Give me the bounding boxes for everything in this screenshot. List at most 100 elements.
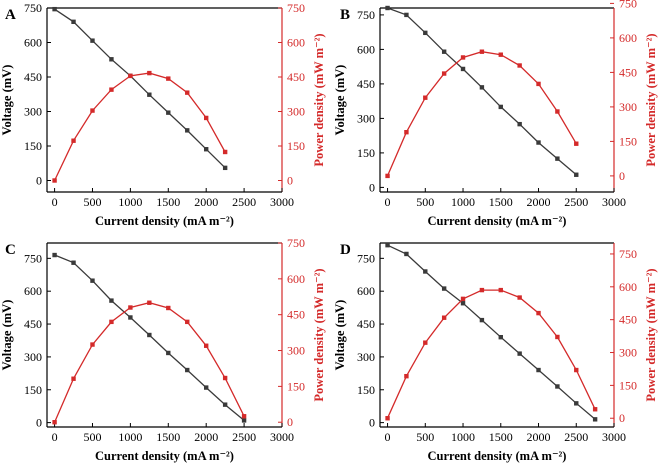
y-right-tick-label: 0 [619,411,625,425]
voltage-series-line [54,254,245,421]
voltage-data-point [90,278,95,283]
power-data-point [109,87,114,92]
x-tick-label: 1000 [451,195,475,209]
power-data-point [479,287,485,293]
x-tick-label: 2500 [232,430,256,444]
voltage-data-point [517,121,522,127]
x-tick-label: 3000 [602,430,626,444]
power-data-point [71,376,76,381]
power-data-point [498,287,503,293]
voltage-series-line [387,244,596,420]
voltage-data-point [423,269,428,274]
voltage-data-point [90,38,95,43]
y-left-axis-label: Voltage (mV) [0,65,14,136]
x-tick-label: 0 [52,430,58,444]
panel-a: 0 500 1000 1500 2000 2500 30000150300450600750… [0,1,326,228]
voltage-data-point [498,334,503,340]
x-tick-label: 3000 [270,195,294,209]
y-right-axis-label: Power density (mW m⁻²) [312,268,326,401]
x-axis-label: Current density (mA m⁻²) [95,449,234,463]
y-left-tick-label: 0 [36,416,42,430]
y-right-tick-label: 600 [619,31,637,45]
power-data-point [241,414,247,419]
voltage-data-point [109,298,114,303]
power-data-point [109,319,114,325]
x-tick-label: 2000 [194,195,218,209]
voltage-data-point [241,418,247,423]
voltage-data-point [385,5,390,11]
voltage-data-point [536,367,541,373]
x-tick-label: 2000 [527,195,551,209]
power-data-point [404,130,409,135]
y-left-tick-label: 600 [24,284,42,298]
y-left-tick-label: 0 [369,416,375,430]
power-data-point [555,334,560,340]
y-right-tick-label: 750 [287,236,305,250]
power-data-point [441,71,447,76]
voltage-data-point [423,30,428,36]
y-right-tick-label: 150 [287,139,305,153]
x-tick-label: 0 [52,195,58,209]
power-data-point [536,81,541,87]
y-left-tick-label: 150 [24,139,42,153]
panel-d: 0 500 1000 1500 2000 2500 30000150300450600750… [333,242,658,463]
x-tick-label: 2000 [194,430,218,444]
voltage-data-point [404,251,409,257]
power-data-point [555,109,560,114]
y-right-tick-label: 0 [287,174,293,188]
voltage-data-point [460,66,466,72]
y-left-tick-label: 300 [357,350,375,364]
x-tick-label: 500 [416,195,434,209]
y-right-tick-label: 300 [619,100,637,114]
panel-letter: D [340,242,351,258]
y-left-tick-label: 150 [24,383,42,397]
voltage-data-point [536,140,541,145]
power-data-point [441,315,447,320]
y-left-tick-label: 450 [24,70,42,84]
x-tick-label: 500 [83,430,101,444]
voltage-data-point [222,402,228,407]
voltage-data-point [479,85,485,90]
power-data-point [460,55,466,60]
panel-letter: A [5,7,16,23]
y-left-tick-label: 600 [357,284,375,298]
power-series-line [386,51,577,177]
y-left-tick-label: 750 [357,8,375,22]
y-left-tick-label: 150 [357,383,375,397]
x-tick-label: 1000 [118,195,142,209]
y-left-tick-label: 300 [24,350,42,364]
power-data-point [52,420,57,425]
panel-b: 0 500 1000 1500 2000 2500 30000150300450600750… [333,0,658,228]
power-data-point [128,305,133,310]
x-tick-label: 0 [385,195,391,209]
y-right-tick-label: 300 [619,346,637,360]
voltage-data-point [517,351,522,356]
y-left-tick-label: 0 [369,180,375,194]
voltage-data-point [166,110,171,115]
voltage-data-point [147,92,152,97]
voltage-data-point [185,367,190,373]
y-left-tick-label: 300 [357,111,375,125]
power-series-line [54,72,226,181]
power-data-point [128,73,133,79]
y-right-tick-label: 450 [287,308,305,322]
x-tick-label: 500 [83,195,101,209]
x-tick-label: 500 [416,430,434,444]
y-left-tick-label: 450 [24,317,42,331]
voltage-data-point [203,147,209,152]
y-right-tick-label: 0 [619,169,625,183]
power-data-point [185,319,190,325]
power-data-point [423,95,428,100]
y-right-tick-label: 450 [287,70,305,84]
voltage-data-point [385,242,390,248]
x-axis-label: Current density (mA m⁻²) [428,214,567,228]
power-data-point [517,295,522,300]
x-tick-label: 1000 [118,430,142,444]
power-data-point [147,300,152,305]
voltage-data-point [498,104,503,110]
y-right-tick-label: 750 [287,1,305,15]
power-data-point [385,173,390,179]
power-data-point [222,149,228,155]
y-left-axis-label: Voltage (mV) [333,300,347,371]
y-right-tick-label: 750 [619,247,637,261]
